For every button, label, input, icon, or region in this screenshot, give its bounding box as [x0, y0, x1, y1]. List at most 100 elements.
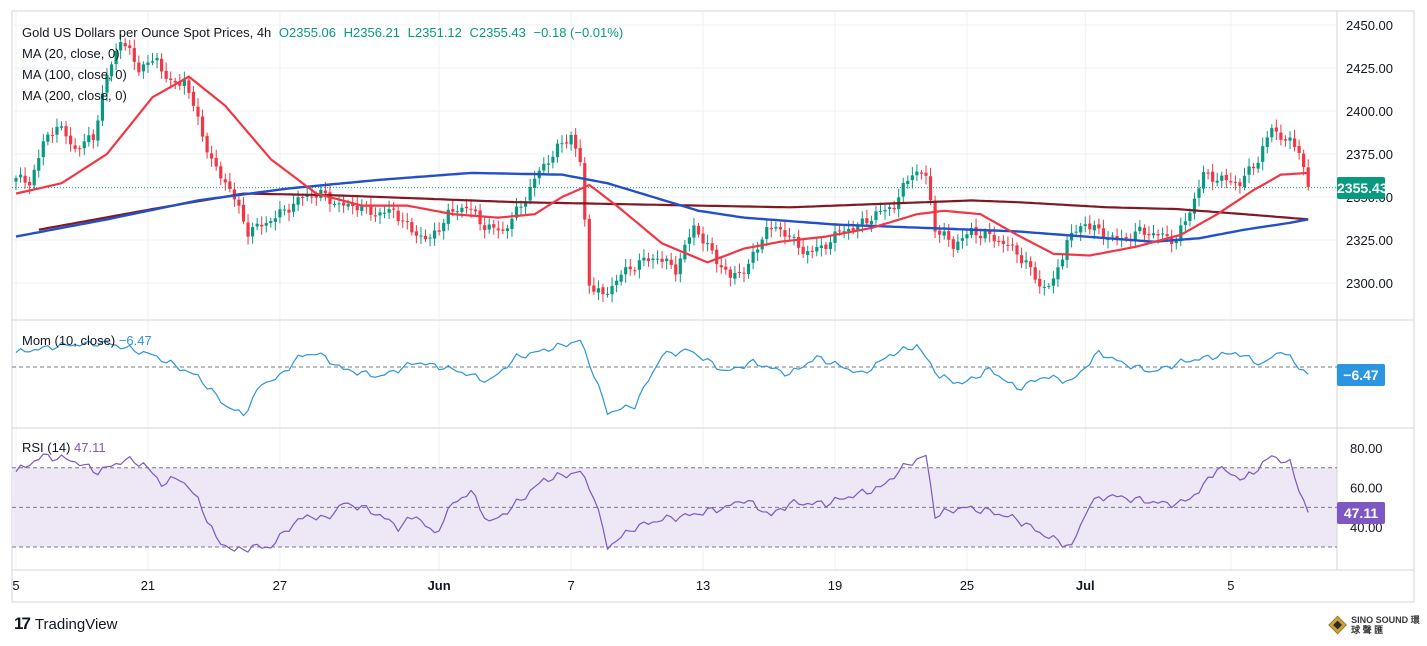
candle-body [578, 147, 582, 163]
tradingview-brand-name: TradingView [34, 615, 118, 633]
momentum-pane [12, 339, 1337, 417]
candle-body [1079, 226, 1083, 233]
candle-body [605, 293, 610, 295]
candle-body [1138, 226, 1142, 232]
candle-body [619, 274, 623, 282]
candle-body [524, 201, 528, 207]
candle-body [187, 80, 191, 93]
candle-body [282, 209, 287, 211]
candle-body [551, 156, 555, 163]
candle-body [828, 242, 833, 250]
candle-body [455, 211, 459, 213]
candle-body [251, 227, 255, 237]
candle-body [769, 228, 773, 230]
candle-body [451, 209, 455, 212]
candle-body [1224, 174, 1228, 181]
candle-body [1133, 231, 1137, 241]
candle-body [701, 233, 705, 244]
candle-body [637, 260, 641, 270]
candle-body [360, 205, 364, 212]
candle-body [960, 238, 964, 241]
candle-body [1101, 228, 1106, 240]
price-tick-label: 2425.00 [1346, 61, 1393, 76]
candle-body [496, 228, 500, 231]
candle-body [533, 178, 537, 189]
candle-body [724, 266, 728, 270]
candle-body [1019, 255, 1024, 264]
candle-body [169, 78, 173, 80]
ma20-legend[interactable]: MA (20, close, 0) [22, 46, 120, 61]
candle-body [296, 197, 300, 205]
candle-body [150, 61, 155, 63]
candle-body [842, 231, 846, 233]
candle-body [1238, 182, 1242, 187]
candle-body [355, 205, 359, 211]
candle-body [473, 209, 478, 212]
candle-body [883, 209, 887, 212]
rsi-tick-label: 60.00 [1350, 481, 1383, 496]
candle-body [933, 200, 937, 232]
candle-body [674, 264, 678, 275]
candle-body [615, 280, 619, 286]
candle-body [483, 225, 487, 230]
candle-body [505, 228, 509, 232]
ma200-line [38, 192, 1309, 231]
candle-body [141, 64, 145, 72]
candle-body [951, 239, 955, 249]
candle-body [833, 231, 837, 243]
price-axis[interactable]: 2300.002325.002350.002375.002400.002425.… [1346, 18, 1393, 291]
candle-body [1201, 172, 1206, 189]
candle-body [1088, 223, 1092, 230]
mom-legend[interactable]: Mom (10, close) −6.47 [22, 333, 152, 348]
time-tick-label: 7 [567, 578, 574, 593]
high-value: H2356.21 [343, 25, 401, 40]
candle-body [596, 288, 600, 293]
candle-body [214, 157, 218, 167]
candle-body [851, 228, 855, 231]
candle-body [28, 181, 32, 186]
candle-body [1233, 181, 1237, 183]
candle-body [642, 257, 646, 261]
candle-body [164, 70, 168, 79]
mom-label: Mom (10, close) [22, 333, 116, 348]
candle-body [719, 265, 723, 268]
candle-body [928, 176, 933, 201]
candle-body [542, 163, 546, 171]
candle-body [69, 135, 73, 145]
candle-body [433, 230, 437, 239]
candle-body [1306, 167, 1310, 187]
candle-body [91, 134, 95, 141]
candle-body [792, 236, 796, 238]
candle-body [392, 208, 396, 210]
candle-body [1270, 128, 1274, 138]
candle-body [865, 218, 869, 224]
candle-body [901, 182, 905, 197]
candle-body [160, 58, 164, 72]
candle-body [528, 187, 532, 201]
candle-body [1033, 267, 1037, 280]
candle-body [155, 57, 159, 61]
candle-body [128, 45, 132, 48]
rsi-last-tag: 47.11 [1337, 502, 1385, 525]
candle-body [1283, 139, 1288, 141]
time-tick-label: 25 [960, 578, 974, 593]
candle-body [733, 272, 737, 279]
candle-body [651, 258, 655, 261]
tradingview-brand[interactable]: 17 TradingView [14, 614, 117, 634]
candle-body [119, 42, 123, 51]
symbol-title: Gold US Dollars per Ounce Spot Prices, 4… [22, 25, 272, 40]
candle-body [1261, 146, 1265, 162]
candle-body [1024, 260, 1028, 263]
rsi-legend[interactable]: RSI (14) 47.11 [22, 440, 106, 455]
candle-body [1297, 145, 1301, 153]
candle-body [246, 222, 250, 237]
candle-body [878, 210, 883, 212]
ma100-legend[interactable]: MA (100, close, 0) [22, 67, 127, 82]
candle-body [1074, 231, 1078, 233]
candle-body [269, 221, 273, 224]
time-axis[interactable]: 5 21 27 Jun 7 13 19 25 Jul 5 [12, 578, 1234, 593]
ma200-legend[interactable]: MA (200, close, 0) [22, 88, 127, 103]
candle-body [1056, 267, 1060, 280]
candle-body [992, 234, 996, 242]
